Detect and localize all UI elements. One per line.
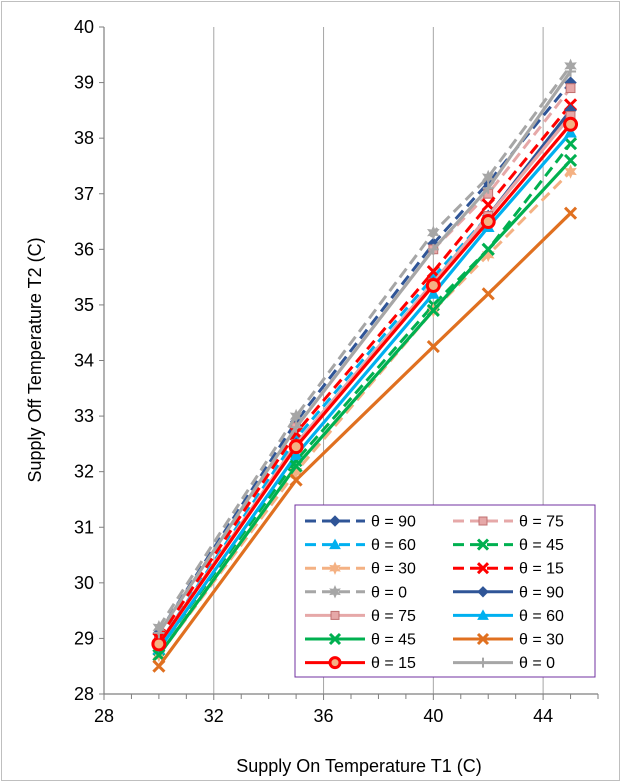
legend-label: θ = 75 bbox=[371, 608, 416, 625]
y-tick-label: 38 bbox=[74, 128, 94, 148]
legend: θ = 90 θ = 75 θ = 60 θ = 45 θ = 30 θ = 15 θ = … bbox=[295, 505, 595, 677]
data-point bbox=[566, 84, 575, 93]
y-tick-label: 34 bbox=[74, 351, 94, 371]
data-point bbox=[482, 216, 494, 228]
data-point bbox=[153, 638, 165, 650]
legend-label: θ = 45 bbox=[519, 537, 564, 554]
data-point bbox=[565, 138, 576, 149]
data-point bbox=[565, 208, 576, 219]
data-point bbox=[427, 279, 439, 291]
legend-label: θ = 30 bbox=[371, 561, 416, 578]
x-tick-label: 28 bbox=[94, 706, 114, 726]
legend-swatch-marker bbox=[330, 658, 340, 668]
y-tick-label: 32 bbox=[74, 462, 94, 482]
y-tick-label: 29 bbox=[74, 628, 94, 648]
legend-label: θ = 60 bbox=[519, 608, 564, 625]
x-tick-label: 40 bbox=[423, 706, 443, 726]
y-tick-label: 33 bbox=[74, 406, 94, 426]
data-point bbox=[565, 118, 577, 130]
legend-label: θ = 75 bbox=[519, 514, 564, 531]
y-tick-label: 39 bbox=[74, 73, 94, 93]
legend-label: θ = 15 bbox=[519, 561, 564, 578]
x-tick-label: 44 bbox=[533, 706, 553, 726]
legend-label: θ = 30 bbox=[519, 632, 564, 649]
legend-label: θ = 0 bbox=[371, 584, 407, 601]
x-tick-label: 32 bbox=[204, 706, 224, 726]
x-tick-label: 36 bbox=[314, 706, 334, 726]
y-tick-label: 31 bbox=[74, 517, 94, 537]
data-point bbox=[290, 441, 302, 453]
y-tick-label: 37 bbox=[74, 184, 94, 204]
y-axis-title: Supply Off Temperature T2 (C) bbox=[25, 237, 45, 482]
x-axis-title: Supply On Temperature T1 (C) bbox=[236, 756, 481, 776]
legend-label: θ = 60 bbox=[371, 537, 416, 554]
legend-label: θ = 0 bbox=[519, 655, 555, 672]
legend-swatch-marker bbox=[479, 517, 487, 525]
y-tick-label: 40 bbox=[74, 17, 94, 37]
y-tick-label: 28 bbox=[74, 684, 94, 704]
legend-label: θ = 90 bbox=[519, 584, 564, 601]
legend-label: θ = 45 bbox=[371, 632, 416, 649]
y-tick-label: 35 bbox=[74, 295, 94, 315]
y-tick-label: 36 bbox=[74, 239, 94, 259]
legend-label: θ = 15 bbox=[371, 655, 416, 672]
y-tick-label: 30 bbox=[74, 573, 94, 593]
legend-swatch-marker bbox=[331, 611, 339, 619]
data-point bbox=[483, 288, 494, 299]
legend-label: θ = 90 bbox=[371, 514, 416, 531]
